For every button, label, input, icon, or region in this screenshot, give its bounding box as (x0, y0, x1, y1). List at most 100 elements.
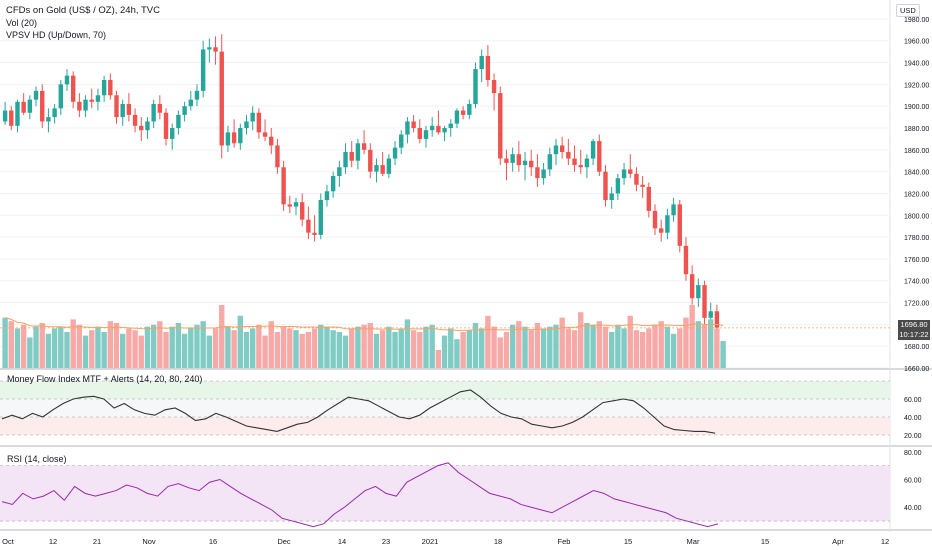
price-tick-label: 1880.00 (904, 126, 929, 133)
volume-bar (695, 321, 702, 368)
volume-bar (95, 326, 101, 368)
volume-bar (138, 335, 144, 368)
price-tick-label: 1740.00 (904, 279, 929, 286)
mfi-mid-band (0, 399, 890, 417)
rsi-tick-label: 60.00 (904, 477, 922, 484)
volume-bar (132, 330, 138, 368)
candle-body (603, 171, 608, 200)
volume-bar (658, 321, 664, 368)
volume-bar (633, 330, 640, 368)
volume-bar (39, 323, 45, 368)
candle-body (120, 104, 125, 118)
candle-body (163, 112, 169, 139)
volume-bar (528, 330, 534, 368)
volume-bar (472, 323, 479, 368)
candle-body (2, 110, 8, 122)
candle-body (250, 112, 255, 122)
volume-bar (194, 324, 200, 368)
volume-bar (324, 326, 330, 368)
candle-body (541, 169, 546, 179)
volume-bar (14, 328, 21, 368)
candle-body (287, 204, 293, 207)
candle-body (658, 228, 664, 233)
volume-bar (349, 328, 355, 368)
candle-body (299, 202, 305, 220)
candle-body (621, 169, 627, 179)
volume-bar (82, 335, 89, 368)
candle-body (52, 108, 57, 118)
candle-body (485, 56, 491, 80)
volume-bar (578, 312, 584, 368)
volume-bar (701, 324, 708, 368)
price-tick-label: 1920.00 (904, 82, 929, 89)
volume-bar (652, 324, 658, 368)
candle-body (429, 125, 435, 131)
candle-body (689, 274, 695, 299)
volume-bar (249, 328, 256, 368)
volume-bar (448, 328, 454, 368)
volume-bar (441, 335, 448, 368)
candle-body (244, 121, 249, 128)
candle-body (597, 141, 602, 172)
volume-bar (627, 315, 633, 368)
volume-bar (274, 332, 281, 368)
volume-bar (479, 328, 485, 368)
volume-bar (200, 321, 206, 368)
candle-body (460, 110, 466, 115)
volume-bar (163, 332, 169, 368)
volume-bar (547, 326, 553, 368)
candle-body (213, 47, 218, 52)
volume-bar (2, 317, 8, 368)
volume-bar (429, 324, 435, 368)
candle-body (349, 152, 354, 161)
candle-body (33, 90, 39, 100)
candle-body (702, 285, 707, 318)
volume-bar (76, 324, 83, 368)
candle-body (101, 80, 107, 96)
candle-body (151, 104, 156, 122)
volume-bar (714, 328, 720, 368)
candle-body (547, 154, 552, 170)
candle-body (572, 158, 577, 166)
candle-body (15, 101, 20, 126)
candle-body (491, 80, 497, 94)
mfi-line (1, 389, 716, 434)
volume-bar (720, 341, 726, 368)
volume-bar (664, 326, 671, 368)
volume-bar (318, 324, 324, 368)
volume-bar (262, 335, 268, 368)
volume-bar (615, 324, 621, 368)
mfi-tick-label: 60.00 (904, 397, 922, 404)
price-tick-label: 1840.00 (904, 170, 929, 177)
candle-body (70, 75, 76, 102)
candle-body (516, 154, 522, 166)
candle-body (145, 121, 150, 131)
candle-body (275, 145, 280, 168)
volume-bar (683, 317, 689, 368)
volume-bar (522, 326, 528, 368)
volume-bar (181, 333, 188, 368)
candle-body (374, 165, 379, 172)
candle-body (448, 123, 453, 128)
price-tick-label: 1680.00 (904, 344, 929, 351)
rsi-legend: RSI (14, close) (7, 454, 67, 464)
candle-body (126, 104, 132, 115)
candle-body (646, 186, 652, 211)
currency-badge[interactable]: USD (896, 4, 920, 17)
time-tick-label: Apr (832, 537, 844, 546)
candle-body (262, 132, 268, 137)
volume-bar (336, 332, 343, 368)
candle-body (392, 147, 398, 159)
candle-body (132, 114, 138, 126)
candle-body (114, 95, 119, 118)
volume-bar (45, 333, 52, 368)
volume-bar (150, 324, 157, 368)
volume-bar (299, 333, 305, 368)
time-tick-label: Mar (687, 537, 700, 546)
time-tick-label: 23 (382, 537, 390, 546)
candle-body (9, 110, 14, 126)
candle-body (696, 285, 701, 299)
candle-body (83, 99, 88, 111)
vpsv-legend: VPSV HD (Up/Down, 70) (6, 30, 107, 40)
candle-body (473, 69, 478, 104)
